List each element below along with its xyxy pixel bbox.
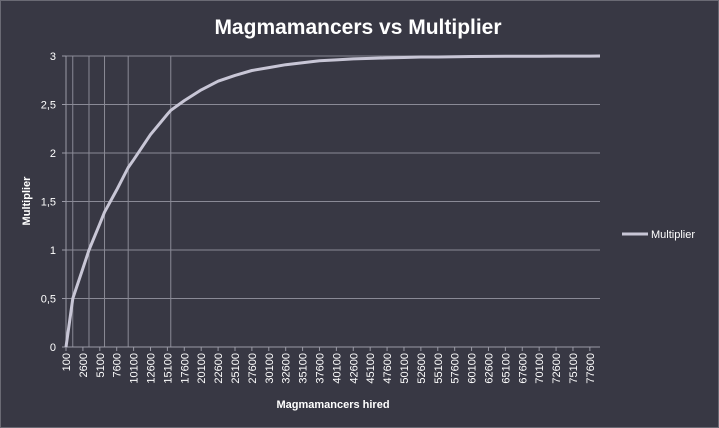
- x-tick-label: 20100: [196, 353, 208, 384]
- x-tick-label: 25100: [230, 353, 242, 384]
- y-tick-label: 1: [50, 245, 56, 257]
- x-tick-label: 65100: [500, 353, 512, 384]
- x-tick-label: 60100: [467, 353, 479, 384]
- y-tick-label: 1,5: [41, 197, 56, 209]
- y-tick-label: 0: [50, 342, 56, 354]
- legend: Multiplier: [622, 229, 695, 241]
- axes: [62, 55, 600, 351]
- x-tick-label: 30100: [264, 353, 276, 384]
- x-tick-label: 10100: [129, 353, 141, 384]
- x-tick-label: 72600: [551, 353, 563, 384]
- x-tick-label: 77600: [585, 353, 597, 384]
- y-tick-label: 3: [50, 51, 56, 63]
- x-tick-label: 5100: [95, 353, 107, 377]
- x-tick-label: 45100: [365, 353, 377, 384]
- x-tick-label: 40100: [331, 353, 343, 384]
- tick-labels: 0 0,5 1 1,5 2 2,5 3 100 2600 5100 7600 10100 12600 15…: [41, 51, 597, 384]
- x-tick-label: 47600: [382, 353, 394, 384]
- chart-title: Magmamancers vs Multiplier: [214, 16, 501, 39]
- x-tick-label: 55100: [433, 353, 445, 384]
- series-line-multiplier: [64, 54, 601, 348]
- x-tick-label: 2600: [78, 353, 90, 377]
- x-tick-label: 67600: [517, 353, 529, 384]
- x-tick-label: 17600: [179, 353, 191, 384]
- x-tick-label: 12600: [145, 353, 157, 384]
- x-axis-title: Magmamancers hired: [276, 399, 389, 411]
- x-tick-label: 75100: [568, 353, 580, 384]
- y-tick-label: 2: [50, 148, 56, 160]
- y-axis-title: Multiplier: [21, 176, 33, 226]
- x-tick-label: 35100: [298, 353, 310, 384]
- y-tick-label: 2,5: [41, 100, 56, 112]
- x-tick-label: 62600: [483, 353, 495, 384]
- x-tick-label: 52600: [416, 353, 428, 384]
- x-tick-label: 50100: [399, 353, 411, 384]
- x-tick-label: 7600: [112, 353, 124, 377]
- x-tick-label: 57600: [450, 353, 462, 384]
- legend-label: Multiplier: [651, 229, 695, 241]
- x-tick-label: 42600: [348, 353, 360, 384]
- x-tick-label: 27600: [247, 353, 259, 384]
- x-tick-label: 15100: [162, 353, 174, 384]
- x-tick-label: 100: [61, 353, 73, 371]
- x-tick-label: 22600: [213, 353, 225, 384]
- x-tick-label: 37600: [314, 353, 326, 384]
- x-tick-label: 32600: [281, 353, 293, 384]
- y-tick-label: 0,5: [41, 294, 56, 306]
- x-tick-label: 70100: [534, 353, 546, 384]
- series: [64, 54, 601, 348]
